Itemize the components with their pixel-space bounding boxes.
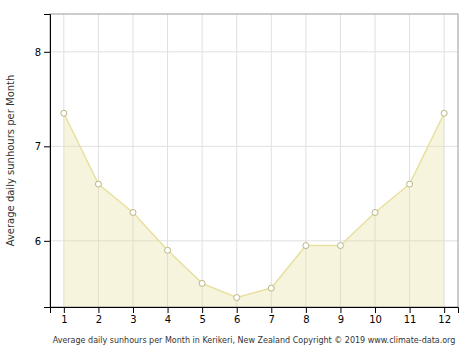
tick-label: 1: [61, 314, 67, 325]
tick-mark: [44, 241, 50, 242]
tick-label: 11: [404, 314, 417, 325]
tick-mark: [444, 307, 445, 313]
tick: 5: [199, 307, 205, 325]
y-axis-title: Average daily sunhours per Month: [5, 75, 16, 247]
line: [64, 113, 444, 297]
axis-line: [44, 15, 51, 308]
tick: 12: [438, 307, 451, 325]
y-axis: 6 7 8: [35, 15, 51, 308]
tick: 9: [338, 307, 344, 325]
tick-mark: [98, 307, 99, 313]
point: [337, 243, 343, 249]
tick-mark: [306, 307, 307, 313]
point: [372, 209, 378, 215]
tick-mark: [202, 307, 203, 313]
tick: 3: [130, 307, 136, 325]
tick-mark: [168, 307, 169, 313]
plot-frame: [50, 14, 458, 307]
tick: 8: [35, 47, 50, 58]
tick-label: 2: [96, 314, 102, 325]
tick-label: 6: [35, 236, 41, 247]
tick-label: 7: [35, 141, 41, 152]
point: [441, 110, 447, 116]
tick: 7: [269, 307, 275, 325]
point: [61, 110, 67, 116]
grid-line: [202, 14, 203, 307]
tick: 10: [369, 307, 382, 325]
x-axis-title: Average daily sunhours per Month in Keri…: [53, 336, 456, 345]
tick-mark: [44, 52, 50, 53]
tick-label: 8: [303, 314, 309, 325]
tick-label: 3: [130, 314, 136, 325]
point: [199, 280, 205, 286]
point: [303, 243, 309, 249]
x-axis: 123456789101112: [51, 307, 459, 325]
point: [95, 181, 101, 187]
tick-label: 7: [269, 314, 275, 325]
tick: 11: [404, 307, 417, 325]
tick: 6: [234, 307, 240, 325]
grid-line: [271, 14, 272, 307]
tick-label: 12: [438, 314, 451, 325]
tick: 6: [35, 236, 50, 247]
point: [407, 181, 413, 187]
tick: 2: [96, 307, 102, 325]
axis-line: [51, 308, 459, 314]
grid: [50, 14, 458, 307]
tick: 7: [35, 141, 50, 152]
tick: 8: [303, 307, 309, 325]
tick-label: 10: [369, 314, 382, 325]
tick-mark: [375, 307, 376, 313]
tick-label: 9: [338, 314, 344, 325]
point: [268, 285, 274, 291]
tick-label: 6: [234, 314, 240, 325]
grid-line: [50, 146, 458, 147]
tick-mark: [44, 146, 50, 147]
tick: 1: [61, 307, 67, 325]
tick-mark: [133, 307, 134, 313]
marks: [61, 110, 447, 307]
plot: 123456789101112678: [35, 14, 459, 325]
tick-mark: [410, 307, 411, 313]
point: [130, 209, 136, 215]
tick: 4: [165, 307, 171, 325]
tick-label: 4: [165, 314, 171, 325]
area: [64, 113, 444, 307]
chart: 123456789101112678Average daily sunhours…: [0, 0, 474, 355]
point: [234, 295, 240, 301]
tick-label: 8: [35, 47, 41, 58]
point: [165, 247, 171, 253]
tick-mark: [271, 307, 272, 313]
tick-mark: [237, 307, 238, 313]
tick-label: 5: [199, 314, 205, 325]
grid-line: [50, 51, 458, 52]
tick-mark: [340, 307, 341, 313]
tick-mark: [64, 307, 65, 313]
grid-line: [236, 14, 237, 307]
